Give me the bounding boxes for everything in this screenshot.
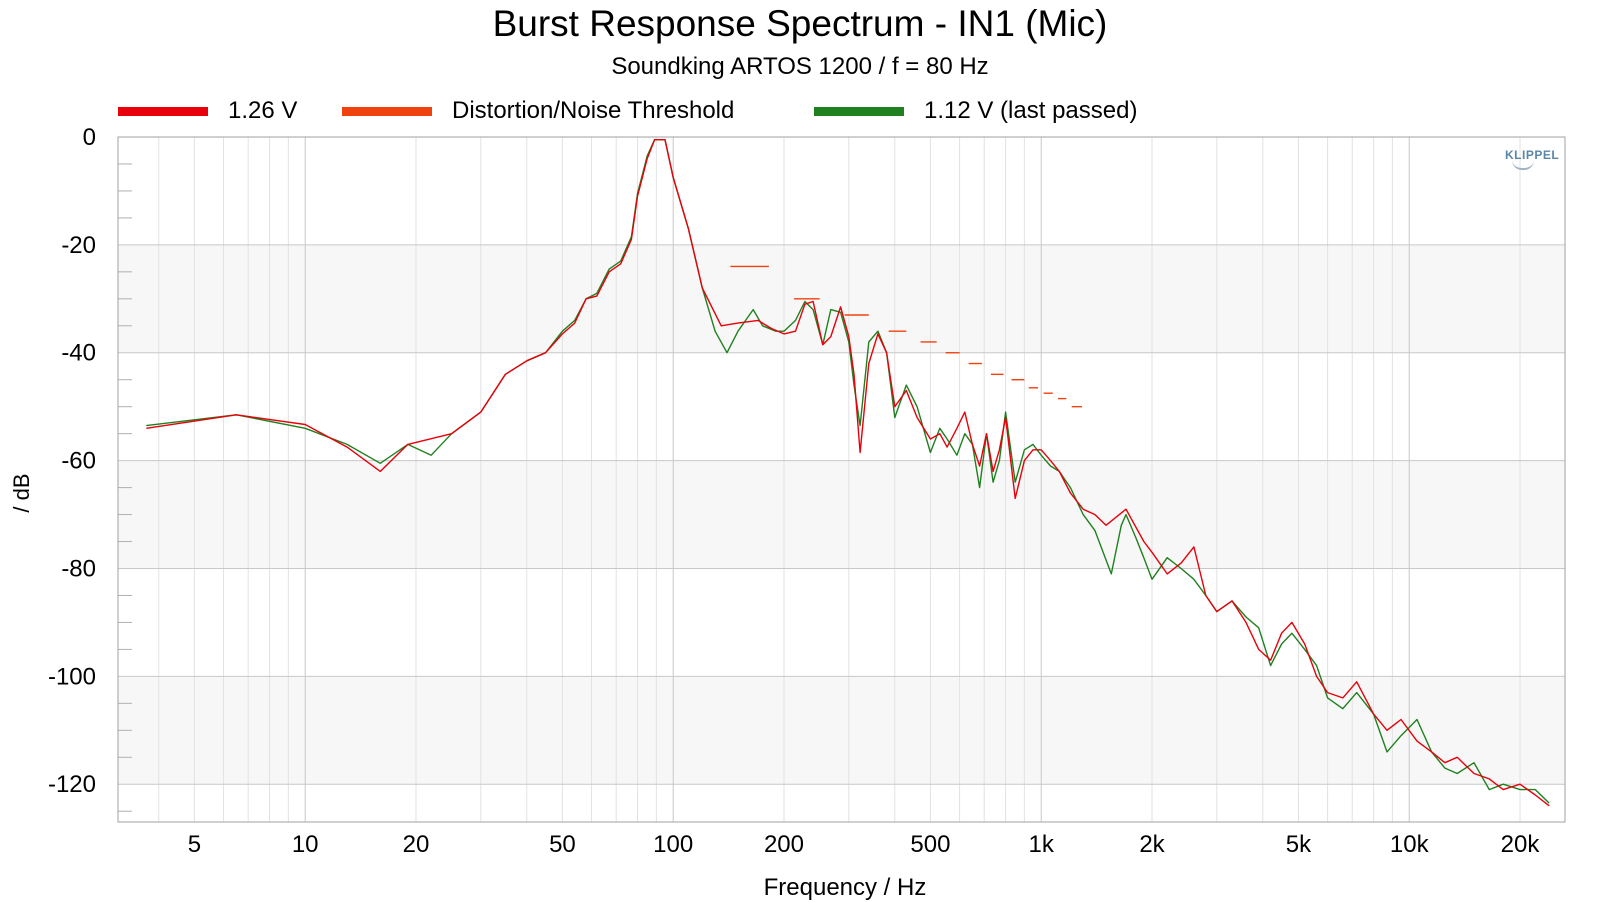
x-tick-label: 10k (1390, 831, 1430, 858)
y-tick-label: -40 (61, 340, 96, 367)
chart-subtitle: Soundking ARTOS 1200 / f = 80 Hz (611, 53, 989, 80)
x-tick-label: 50 (549, 831, 576, 858)
legend-item-1-26v: 1.26 V (118, 94, 297, 128)
legend-label-threshold: Distortion/Noise Threshold (452, 97, 735, 124)
grid-band (118, 676, 1565, 785)
y-axis-label: / dB (9, 473, 34, 513)
x-tick-label: 1k (1029, 831, 1055, 858)
background-bands (118, 244, 1565, 785)
legend-swatch-1-26v (118, 106, 208, 116)
y-tick-label: -80 (61, 555, 96, 582)
x-tick-label: 10 (292, 831, 319, 858)
x-tick-label: 20 (403, 831, 430, 858)
x-tick-labels: 5 10 20 50 100 200 500 1k 2k 5k 10k 20k (188, 831, 1541, 858)
x-tick-label: 100 (653, 831, 693, 858)
legend-label-1-26v: 1.26 V (228, 97, 298, 124)
x-axis-label: Frequency / Hz (763, 874, 927, 901)
y-tick-label: -20 (61, 232, 96, 259)
chart-title: Burst Response Spectrum - IN1 (Mic) (492, 3, 1108, 44)
y-tick-label: -100 (48, 663, 96, 690)
x-tick-label: 20k (1501, 831, 1541, 858)
legend-swatch-1-12v (814, 106, 904, 116)
klippel-logo: KLIPPEL (1505, 148, 1560, 162)
y-tick-label: -60 (61, 448, 96, 475)
y-tick-label: -120 (48, 771, 96, 798)
x-tick-label: 2k (1139, 831, 1165, 858)
legend-label-1-12v: 1.12 V (last passed) (924, 97, 1138, 124)
series-layer (146, 138, 1550, 807)
legend-swatch-threshold (342, 106, 432, 116)
legend-item-threshold: Distortion/Noise Threshold (342, 94, 734, 128)
klippel-logo-arc (1512, 160, 1534, 170)
x-tick-label: 5k (1286, 831, 1312, 858)
legend: 1.26 V Distortion/Noise Threshold 1.12 V… (0, 94, 1600, 128)
legend-item-1-12v: 1.12 V (last passed) (814, 94, 1137, 128)
x-tick-label: 500 (910, 831, 950, 858)
series-1-12-v-last-passed-line (146, 138, 1550, 804)
grid-band (118, 244, 1565, 353)
y-tick-label: 0 (83, 124, 96, 151)
plot-frame (117, 136, 1566, 823)
grid-band (118, 460, 1565, 569)
y-tick-labels: 0 -20 -40 -60 -80 -100 -120 (48, 124, 96, 798)
series-1-26-v-line (146, 138, 1550, 807)
x-tick-label: 200 (764, 831, 804, 858)
x-tick-label: 5 (188, 831, 201, 858)
